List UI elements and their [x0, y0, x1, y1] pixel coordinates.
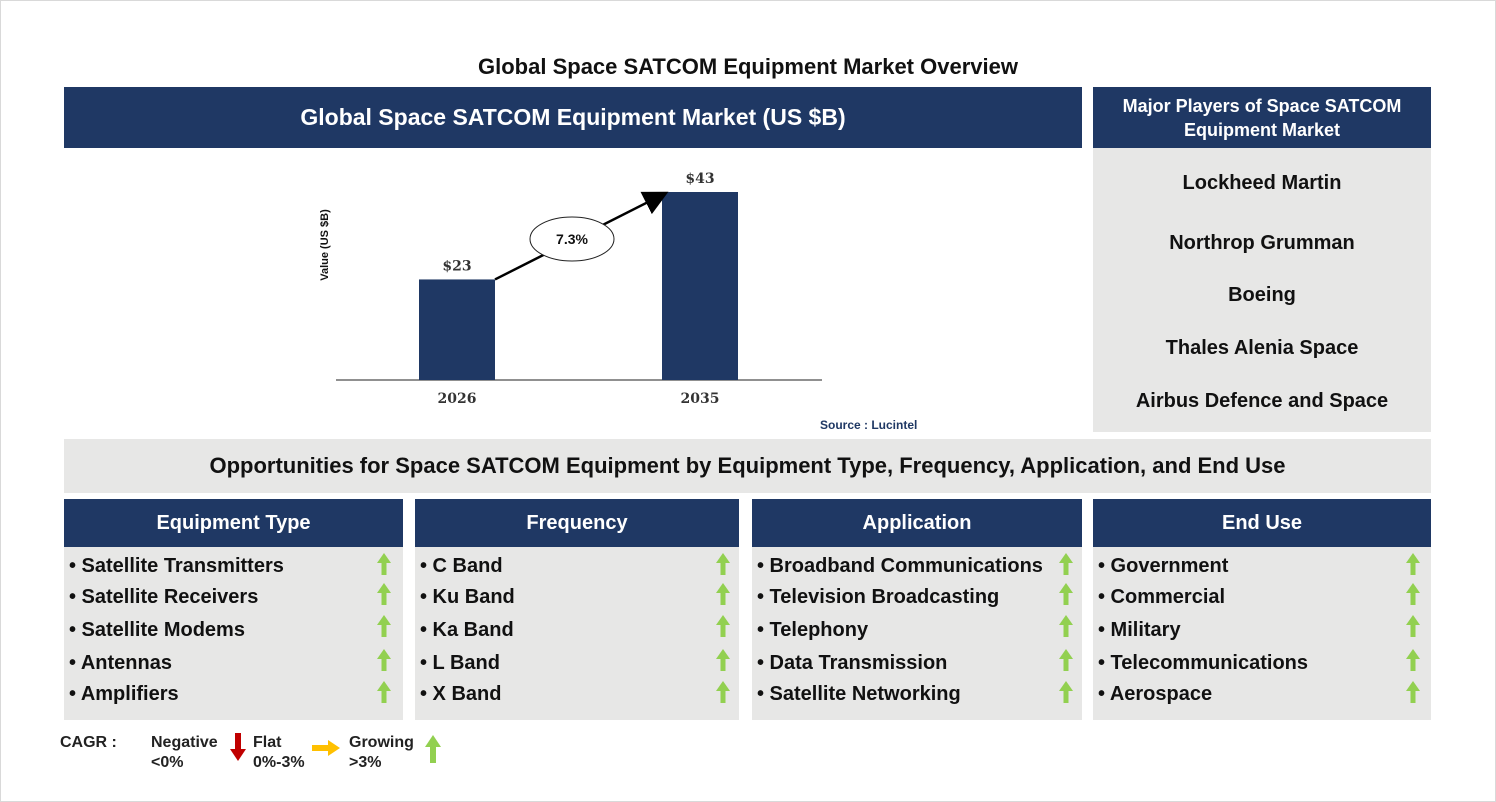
green-up-arrow-icon: [1059, 583, 1073, 605]
green-up-arrow-icon: [716, 583, 730, 605]
chart-header: Global Space SATCOM Equipment Market (US…: [64, 87, 1082, 148]
legend-growing-range: >3%: [349, 754, 382, 771]
list-item: • Satellite Modems: [69, 619, 245, 641]
green-up-arrow-icon: [377, 583, 391, 605]
frequency-list: • C Band • Ku Band • Ka Band • L Band • X Ba…: [415, 547, 739, 720]
frequency-header: Frequency: [415, 499, 739, 547]
list-item: • Antennas: [69, 652, 172, 674]
legend-negative-range: <0%: [151, 754, 184, 771]
yellow-right-arrow-icon: [312, 740, 340, 756]
list-item: • Telecommunications: [1098, 652, 1309, 674]
list-item: • Aerospace: [1098, 683, 1213, 705]
end-use-list: • Government • Commercial • Military • Tele…: [1093, 547, 1431, 720]
green-up-arrow-icon: [1406, 553, 1420, 575]
list-item: • Telephony: [757, 619, 869, 641]
legend-flat-label: Flat: [253, 734, 282, 751]
green-up-arrow-icon: [377, 615, 391, 637]
application-list: • Broadband Communications • Television B…: [752, 547, 1082, 720]
data-label: $43: [685, 171, 714, 187]
green-up-arrow-icon: [1059, 553, 1073, 575]
list-item: • Military: [1098, 619, 1181, 641]
player-item: Airbus Defence and Space: [1135, 390, 1389, 412]
green-up-arrow-icon: [377, 681, 391, 703]
player-item: Northrop Grumman: [1169, 232, 1355, 254]
list-item: • L Band: [420, 652, 500, 674]
market-bar-chart: Value (US $B) $23 2026 $43 2035 7.3%: [319, 171, 822, 407]
legend-flat: Flat 0%-3%: [253, 733, 305, 773]
green-up-arrow-icon: [1059, 681, 1073, 703]
x-tick-label: 2035: [681, 391, 720, 407]
green-up-arrow-icon: [377, 553, 391, 575]
green-up-arrow-icon: [377, 649, 391, 671]
legend-cagr: CAGR :: [60, 734, 117, 751]
source-note: Source : Lucintel: [820, 418, 918, 432]
legend-negative-label: Negative: [151, 734, 218, 751]
y-axis-label: Value (US $B): [319, 209, 331, 281]
cagr-ellipse: [529, 216, 615, 262]
green-up-arrow-icon: [1059, 649, 1073, 671]
data-label: $23: [442, 258, 471, 274]
list-item: • X Band: [420, 683, 502, 705]
green-up-arrow-icon: [1406, 583, 1420, 605]
player-item: Boeing: [1228, 284, 1296, 306]
player-item: Lockheed Martin: [1182, 172, 1342, 194]
green-up-arrow-icon: [1406, 681, 1420, 703]
list-item: • Broadband Communications: [757, 555, 1043, 577]
application-header: Application: [752, 499, 1082, 547]
legend-flat-range: 0%-3%: [253, 754, 305, 771]
green-up-arrow-icon: [425, 735, 441, 763]
list-item: • Satellite Receivers: [69, 586, 259, 608]
green-up-arrow-icon: [1059, 615, 1073, 637]
players-header: Major Players of Space SATCOM Equipment …: [1093, 87, 1431, 148]
list-item: • Amplifiers: [69, 683, 179, 705]
page-title: Global Space SATCOM Equipment Market Ove…: [478, 54, 1018, 79]
list-item: • Ka Band: [420, 619, 514, 641]
list-item: • Ku Band: [420, 586, 515, 608]
bar-2026: [419, 279, 495, 380]
equipment-type-header: Equipment Type: [64, 499, 403, 547]
list-item: • C Band: [420, 555, 503, 577]
list-item: • Television Broadcasting: [757, 586, 1000, 608]
player-item: Thales Alenia Space: [1165, 337, 1359, 359]
legend-growing-label: Growing: [349, 734, 414, 751]
opportunities-title: Opportunities for Space SATCOM Equipment…: [64, 439, 1431, 493]
list-item: • Commercial: [1098, 586, 1226, 608]
green-up-arrow-icon: [716, 553, 730, 575]
list-item: • Satellite Transmitters: [69, 555, 284, 577]
legend-growing: Growing >3%: [349, 733, 414, 773]
green-up-arrow-icon: [716, 649, 730, 671]
list-item: • Government: [1098, 555, 1229, 577]
players-list: Lockheed Martin Northrop Grumman Boeing …: [1093, 148, 1431, 432]
equipment-type-list: • Satellite Transmitters • Satellite Rece…: [64, 547, 403, 720]
green-up-arrow-icon: [716, 615, 730, 637]
list-item: • Satellite Networking: [757, 683, 961, 705]
green-up-arrow-icon: [716, 681, 730, 703]
x-tick-label: 2026: [438, 391, 477, 407]
green-up-arrow-icon: [1406, 649, 1420, 671]
bar-2035: [662, 192, 738, 380]
cagr-label: 7.3%: [556, 231, 588, 247]
legend-negative: Negative <0%: [151, 733, 218, 773]
red-down-arrow-icon: [230, 733, 246, 761]
end-use-header: End Use: [1093, 499, 1431, 547]
green-up-arrow-icon: [1406, 615, 1420, 637]
list-item: • Data Transmission: [757, 652, 948, 674]
